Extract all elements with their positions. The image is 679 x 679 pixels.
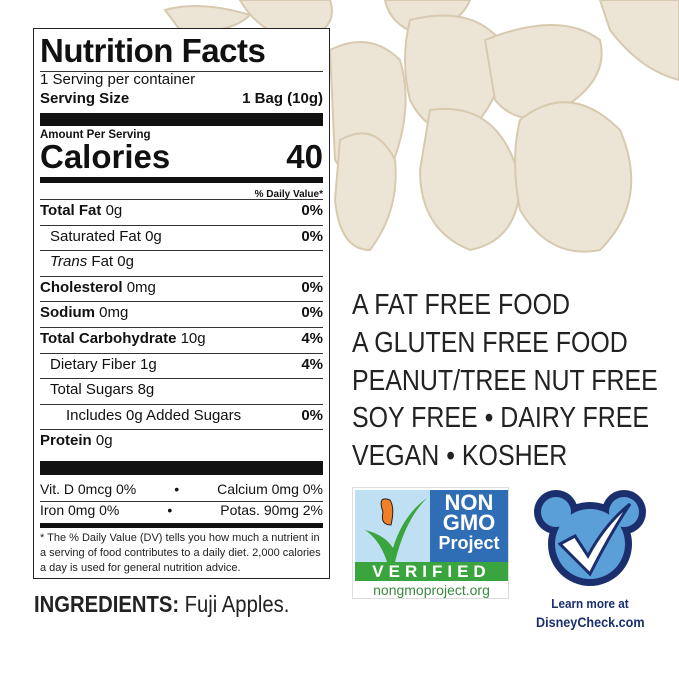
footnote: * The % Daily Value (DV) tells you how m… <box>40 532 321 574</box>
nutrient-name: Cholesterol 0mg <box>40 279 156 296</box>
serving-size-value: 1 Bag (10g) <box>242 90 323 107</box>
nutrient-amount: 10g <box>180 330 206 347</box>
nutrient-dv: 0% <box>301 304 323 322</box>
project-text: Project <box>438 533 500 553</box>
vitamin-d: Vit. D 0mcg 0% <box>40 481 137 497</box>
claim: SOY FREE • DAIRY FREE <box>352 402 650 435</box>
nutrient-label: Trans <box>50 253 88 271</box>
nutrient-name: Includes 0g Added Sugars <box>40 407 241 424</box>
nutrient-row: Total Carbohydrate 10g 4% <box>40 330 323 347</box>
vitamin-row-1: Vit. D 0mcg 0% • Calcium 0mg 0% <box>40 481 323 497</box>
nutrient-row: Sodium 0mg 0% <box>40 304 323 321</box>
non-gmo-verified-logo: NON GMO Project VERIFIED nongmoproject.o… <box>352 487 509 599</box>
vitamin-row-2: Iron 0mg 0% • Potas. 90mg 2% <box>40 502 323 518</box>
nutrient-dv: 0% <box>301 227 323 245</box>
nutrient-row: Dietary Fiber 1g 4% <box>40 356 323 373</box>
servings-text: 1 Serving per container <box>40 71 196 88</box>
disney-check-icon <box>530 484 650 599</box>
nutrient-label: Saturated Fat <box>50 227 141 245</box>
nutrient-name: Total Sugars 8g <box>40 381 154 398</box>
nutrient-label: Total Carbohydrate <box>40 330 177 347</box>
nutrient-name: Sodium 0mg <box>40 304 128 321</box>
product-claims: A FAT FREE FOOD A GLUTEN FREE FOOD PEANU… <box>352 287 658 476</box>
calories-label: Calories <box>40 138 171 175</box>
potassium: Potas. 90mg 2% <box>220 502 323 518</box>
nutrient-dv: 0% <box>301 406 323 424</box>
nutrient-amount: Fat 0g <box>91 253 134 271</box>
nutrient-amount: 0g <box>145 227 162 245</box>
claim: A FAT FREE FOOD <box>352 289 571 321</box>
nutrient-dv: 4% <box>301 355 323 373</box>
nongmo-url: nongmoproject.org <box>373 582 490 598</box>
verified-text: VERIFIED <box>355 562 508 581</box>
nutrient-amount: 0g <box>95 432 113 450</box>
nutrient-row: Total Sugars 8g <box>40 381 323 398</box>
nutrient-dv: 0% <box>301 278 323 296</box>
iron: Iron 0mg 0% <box>40 502 120 518</box>
serving-size-label: Serving Size <box>40 90 130 107</box>
amount-per-serving: Amount Per Serving <box>40 129 323 141</box>
nutrient-name: Total Carbohydrate 10g <box>40 330 206 347</box>
nutrient-amount: 0g <box>105 202 123 219</box>
nutrient-row: Includes 0g Added Sugars 0% <box>40 407 323 424</box>
nutrient-name: Protein 0g <box>40 432 113 449</box>
nutrient-label: Includes 0g Added Sugars <box>66 406 242 424</box>
calcium: Calcium 0mg 0% <box>217 481 323 497</box>
nutrient-name: Saturated Fat 0g <box>40 228 162 245</box>
nutrient-row: Saturated Fat 0g 0% <box>40 228 323 245</box>
butterfly-checkmark-icon <box>355 490 430 562</box>
nutrient-amount: 0mg <box>126 278 156 296</box>
dried-apple-chips-image <box>163 0 679 253</box>
claim: A GLUTEN FREE FOOD <box>352 326 628 359</box>
calories-row: Calories 40 <box>40 138 323 176</box>
nutrient-name: Trans Fat 0g <box>40 253 134 270</box>
nutrient-amount: 8g <box>137 381 155 399</box>
nutrient-label: Protein <box>40 432 92 450</box>
nutrition-facts-label: Nutrition Facts 1 Serving per container … <box>33 28 330 579</box>
bullet: • <box>174 481 180 497</box>
claim: PEANUT/TREE NUT FREE <box>352 364 658 397</box>
daily-value-header: % Daily Value* <box>40 189 323 200</box>
nutrient-label: Dietary Fiber <box>50 355 136 373</box>
nutrient-label: Total Fat <box>40 202 102 219</box>
nutrient-name: Total Fat 0g <box>40 202 122 219</box>
dv-header-text: % Daily Value* <box>254 189 323 200</box>
claim: VEGAN • KOSHER <box>352 440 568 473</box>
nutrient-amount: 0mg <box>99 304 129 322</box>
nutrient-row: Protein 0g <box>40 432 323 449</box>
nutrient-row: Total Fat 0g 0% <box>40 202 323 219</box>
nutrient-row: Cholesterol 0mg 0% <box>40 279 323 296</box>
nutrient-amount: 1g <box>140 355 157 373</box>
serving-size-row: Serving Size 1 Bag (10g) <box>40 90 323 107</box>
ingredients-value: Fuji Apples. <box>184 591 290 617</box>
nutrient-label: Cholesterol <box>40 278 123 296</box>
amount-per-serving-text: Amount Per Serving <box>40 129 151 141</box>
servings-per-container: 1 Serving per container <box>40 71 323 88</box>
disney-url: DisneyCheck.com <box>536 614 645 630</box>
disney-line1: Learn more at <box>551 596 629 611</box>
ingredients: INGREDIENTS: Fuji Apples. <box>34 591 289 618</box>
nutrient-row: Trans Fat 0g <box>40 253 323 270</box>
nutrient-dv: 4% <box>301 330 323 347</box>
non-text: NON <box>444 490 494 515</box>
ingredients-label: INGREDIENTS: <box>34 591 180 617</box>
nutrient-label: Total Sugars <box>50 381 134 399</box>
nutrient-dv: 0% <box>301 202 323 219</box>
nutrient-label: Sodium <box>40 304 95 322</box>
disney-check-text: Learn more at DisneyCheck.com <box>536 594 645 632</box>
calories-value: 40 <box>286 138 323 175</box>
gmo-text: GMO <box>442 510 496 535</box>
nutrient-name: Dietary Fiber 1g <box>40 356 157 373</box>
label-title: Nutrition Facts <box>40 32 266 69</box>
bullet: • <box>167 502 173 518</box>
